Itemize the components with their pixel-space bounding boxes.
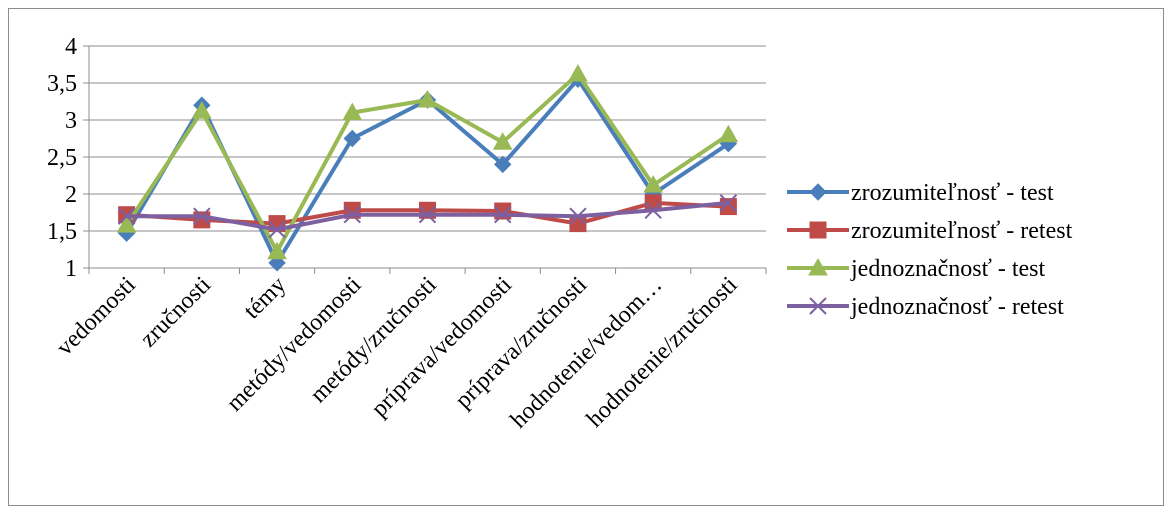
data-point — [494, 155, 512, 174]
legend-marker — [809, 183, 827, 201]
legend-label: jednoznačnosť - test — [850, 256, 1046, 282]
data-point — [342, 102, 363, 121]
data-point — [643, 175, 664, 193]
series-3 — [116, 64, 739, 260]
x-category-label: metódy/zručnosti — [306, 272, 442, 408]
data-point — [268, 220, 286, 239]
series-lines — [116, 64, 739, 272]
data-point — [116, 215, 137, 233]
y-tick-label: 1,5 — [47, 219, 77, 245]
legend-label: jednoznačnosť - retest — [850, 294, 1064, 320]
data-point — [191, 101, 212, 119]
legend-marker — [809, 297, 827, 315]
data-point — [719, 194, 738, 212]
gridlines — [89, 45, 766, 232]
x-category-label: vedomosti — [52, 272, 141, 361]
legend: zrozumiteľnosť - test zrozumiteľnosť - re… — [787, 180, 1073, 320]
y-tick-label: 2,5 — [47, 145, 77, 171]
data-point — [343, 206, 361, 224]
y-tick-label: 2 — [65, 182, 77, 208]
x-category-label: hodnotenie/zručnosti — [582, 272, 743, 433]
legend-entry: jednoznačnosť - test — [787, 256, 1046, 282]
x-category-label: príprava/vedomosti — [367, 272, 518, 423]
data-point — [418, 206, 437, 224]
data-point — [718, 124, 739, 143]
data-point — [117, 207, 136, 225]
y-tick-label: 4 — [65, 34, 77, 60]
data-point — [719, 198, 737, 216]
legend-entry: zrozumiteľnosť - retest — [787, 218, 1073, 244]
data-point — [569, 207, 587, 225]
data-point — [568, 64, 588, 82]
x-category-label: príprava/zručnosti — [450, 272, 592, 414]
y-tick-label: 3,5 — [47, 71, 77, 97]
y-tick-label: 3 — [65, 108, 77, 134]
chart-frame: 1 1,5 2 2,5 3 3,5 4 vedomosti zručnosti témy metód… — [8, 8, 1164, 506]
legend-marker — [808, 257, 828, 276]
data-point — [267, 241, 287, 260]
legend-entry: zrozumiteľnosť - test — [787, 180, 1054, 206]
legend-entry: jednoznačnosť - retest — [787, 294, 1064, 320]
legend-marker — [809, 221, 827, 239]
legend-label: zrozumiteľnosť - test — [851, 180, 1054, 206]
y-tick-label: 1 — [65, 256, 77, 282]
x-category-label: metódy/vedomosti — [222, 272, 367, 417]
data-point — [193, 207, 211, 225]
series-4 — [117, 194, 738, 239]
x-category-label: témy — [239, 272, 291, 324]
data-point — [492, 132, 513, 150]
data-point — [417, 90, 438, 108]
legend-label: zrozumiteľnosť - retest — [851, 218, 1073, 244]
data-point — [644, 201, 662, 219]
data-point — [343, 129, 361, 148]
x-category-label: zručnosti — [135, 272, 216, 353]
data-point — [494, 206, 512, 224]
